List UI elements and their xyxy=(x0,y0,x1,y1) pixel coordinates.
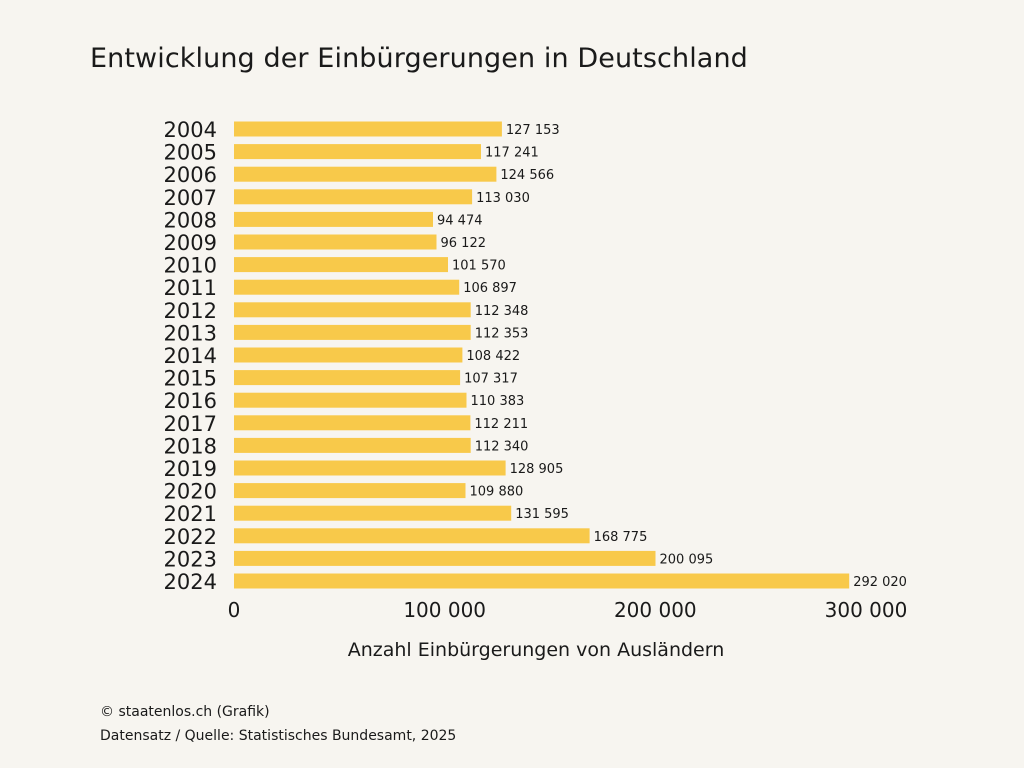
value-label-2017: 112 211 xyxy=(474,417,528,432)
value-label-2012: 112 348 xyxy=(475,304,529,319)
bar-2020 xyxy=(234,483,466,499)
bar-2005 xyxy=(234,144,481,160)
value-label-2020: 109 880 xyxy=(470,485,524,500)
footer-source: Datensatz / Quelle: Statistisches Bundes… xyxy=(100,728,457,744)
bar-chart: 2004200520062007200820092010201120122013… xyxy=(164,118,908,661)
year-label-2017: 2017 xyxy=(164,412,217,436)
year-label-2007: 2007 xyxy=(164,186,217,210)
value-label-2011: 106 897 xyxy=(463,281,517,296)
bar-2018 xyxy=(234,437,471,453)
value-label-2013: 112 353 xyxy=(475,326,529,341)
year-label-2014: 2014 xyxy=(164,344,217,368)
bar-2014 xyxy=(234,347,463,363)
value-labels-group: 127 153 117 241 124 566 113 030 94 474 96 122… xyxy=(437,123,907,590)
bar-2016 xyxy=(234,392,467,408)
year-label-2018: 2018 xyxy=(164,434,217,458)
year-label-2009: 2009 xyxy=(164,231,217,255)
value-label-2024: 292 020 xyxy=(853,575,907,590)
bar-2022 xyxy=(234,528,590,544)
x-axis-ticks: 0 100 000 200 000 300 000 xyxy=(228,598,908,622)
value-label-2019: 128 905 xyxy=(510,462,564,477)
value-label-2007: 113 030 xyxy=(476,191,530,206)
bar-2004 xyxy=(234,121,502,137)
year-label-2006: 2006 xyxy=(164,163,217,187)
x-tick-label-3: 300 000 xyxy=(825,598,908,622)
value-label-2016: 110 383 xyxy=(471,394,525,409)
x-axis-label: Anzahl Einbürgerungen von Ausländern xyxy=(348,639,725,661)
footer-credit: © staatenlos.ch (Grafik) xyxy=(100,704,270,720)
bar-2007 xyxy=(234,189,473,205)
x-tick-label-2: 200 000 xyxy=(614,598,697,622)
value-label-2021: 131 595 xyxy=(515,507,569,522)
value-label-2014: 108 422 xyxy=(466,349,520,364)
year-label-2012: 2012 xyxy=(164,299,217,323)
value-label-2008: 94 474 xyxy=(437,213,483,228)
year-label-2023: 2023 xyxy=(164,547,217,571)
year-label-2011: 2011 xyxy=(164,276,217,300)
value-label-2006: 124 566 xyxy=(500,168,554,183)
bar-2017 xyxy=(234,415,471,431)
year-label-2005: 2005 xyxy=(164,141,217,165)
value-label-2018: 112 340 xyxy=(475,439,529,454)
bar-2024 xyxy=(234,573,850,589)
year-label-2013: 2013 xyxy=(164,321,217,345)
bar-2011 xyxy=(234,279,460,295)
bar-2010 xyxy=(234,257,448,273)
year-label-2021: 2021 xyxy=(164,502,217,526)
bar-2015 xyxy=(234,370,461,386)
value-label-2004: 127 153 xyxy=(506,123,560,138)
value-label-2010: 101 570 xyxy=(452,259,506,274)
year-label-2016: 2016 xyxy=(164,389,217,413)
year-label-2008: 2008 xyxy=(164,208,217,232)
chart-title: Entwicklung der Einbürgerungen in Deutsc… xyxy=(90,43,748,74)
bar-2013 xyxy=(234,324,471,340)
year-label-2010: 2010 xyxy=(164,254,217,278)
year-label-2015: 2015 xyxy=(164,367,217,391)
value-label-2023: 200 095 xyxy=(660,552,714,567)
year-labels-group: 2004200520062007200820092010201120122013… xyxy=(164,118,217,594)
bar-2012 xyxy=(234,302,471,318)
value-label-2009: 96 122 xyxy=(441,236,487,251)
bar-2008 xyxy=(234,211,433,227)
bars-group xyxy=(234,121,850,589)
bar-2023 xyxy=(234,550,656,566)
x-tick-label-1: 100 000 xyxy=(403,598,486,622)
value-label-2015: 107 317 xyxy=(464,372,518,387)
year-label-2022: 2022 xyxy=(164,525,217,549)
bar-2009 xyxy=(234,234,437,250)
year-label-2004: 2004 xyxy=(164,118,217,142)
value-label-2005: 117 241 xyxy=(485,146,539,161)
bar-2006 xyxy=(234,166,497,182)
year-label-2024: 2024 xyxy=(164,570,217,594)
year-label-2019: 2019 xyxy=(164,457,217,481)
year-label-2020: 2020 xyxy=(164,480,217,504)
x-tick-label-0: 0 xyxy=(228,598,241,622)
value-label-2022: 168 775 xyxy=(594,530,648,545)
bar-2019 xyxy=(234,460,506,476)
bar-2021 xyxy=(234,505,512,521)
